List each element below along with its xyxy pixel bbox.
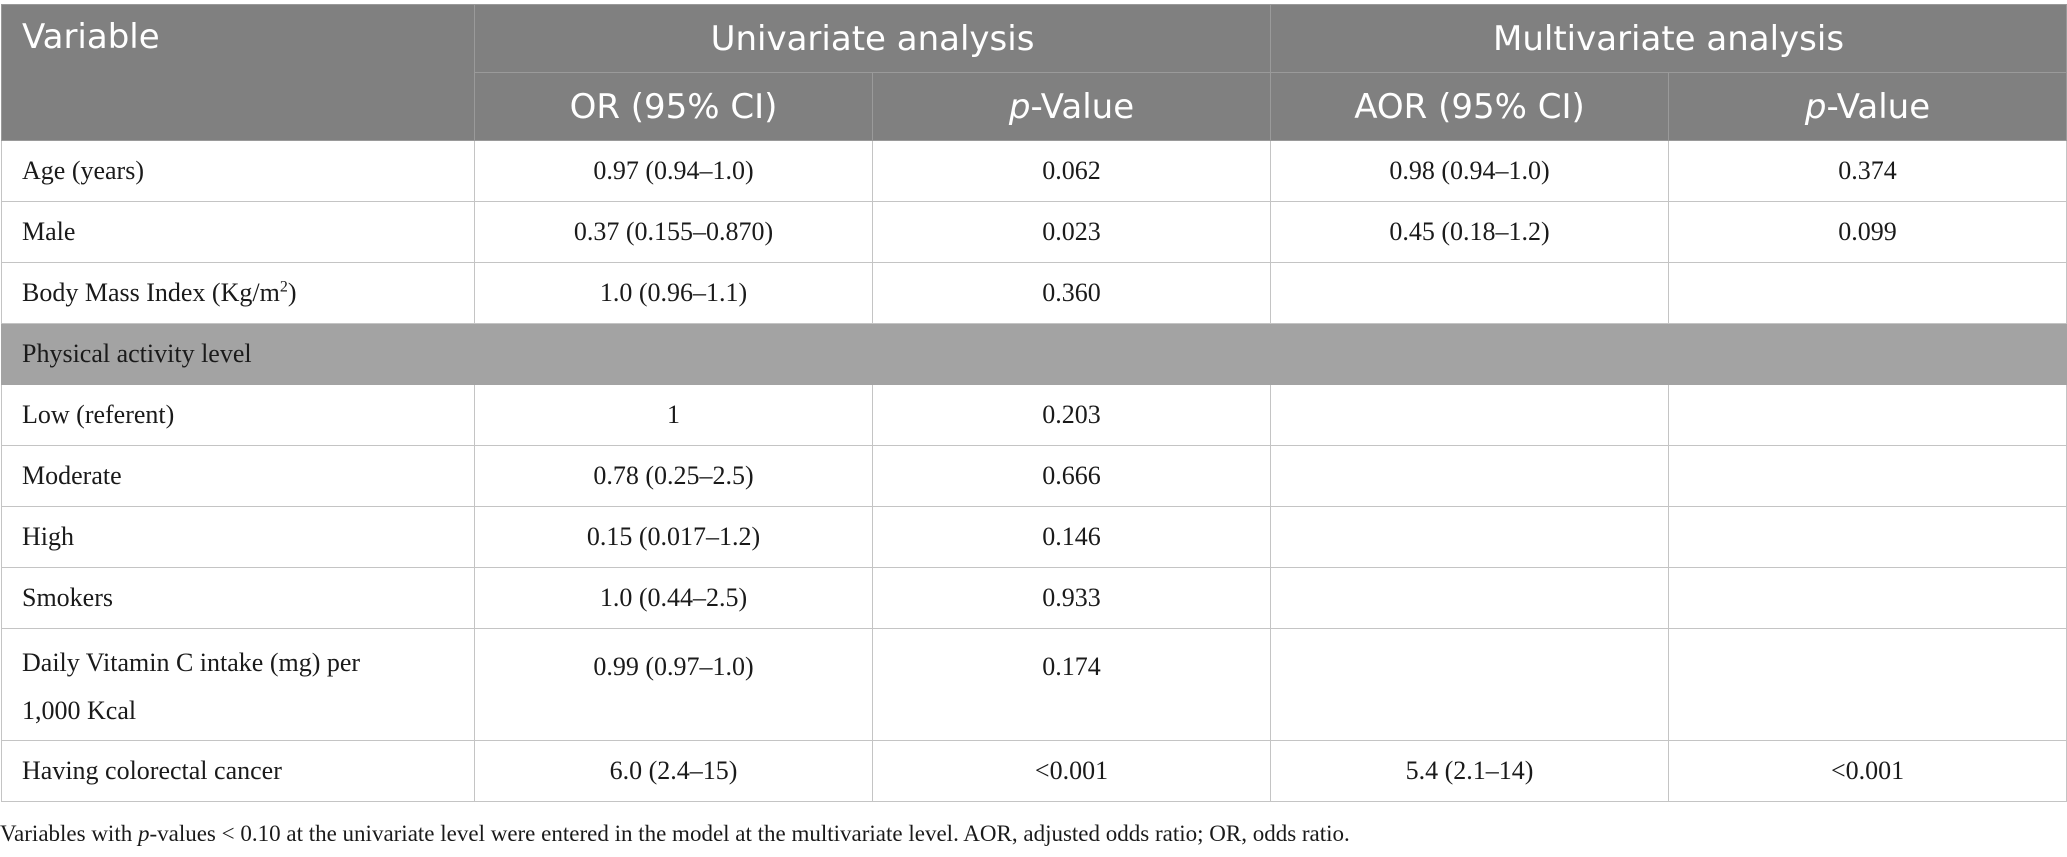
cell-or: 1.0 (0.44–2.5) <box>474 567 873 629</box>
cell-p: 0.203 <box>871 384 1272 446</box>
row-label: Daily Vitamin C intake (mg) per 1,000 Kca… <box>1 628 475 741</box>
cell-aor <box>1270 567 1670 629</box>
header-variable: Variable <box>1 4 475 141</box>
table-row: Daily Vitamin C intake (mg) per 1,000 Kca… <box>1 628 2067 741</box>
cell-or: 0.15 (0.017–1.2) <box>474 506 873 568</box>
table-row: Male 0.37 (0.155–0.870) 0.023 0.45 (0.18… <box>1 201 2067 263</box>
cell-or: 6.0 (2.4–15) <box>474 740 873 802</box>
table-row: Low (referent) 1 0.203 <box>1 384 2067 446</box>
label-line-1: Daily Vitamin C intake (mg) per <box>22 648 361 677</box>
label-text: Body Mass Index (Kg/m <box>22 278 280 307</box>
header-p-suffix-multi: -Value <box>1826 86 1931 127</box>
footnote-p-italic: p <box>137 821 150 846</box>
table-footnote: Variables with p-values < 0.10 at the un… <box>0 821 1350 847</box>
cell-p2: <0.001 <box>1668 740 2067 802</box>
cell-or: 1.0 (0.96–1.1) <box>474 262 873 324</box>
footnote-pre: Variables with <box>0 821 138 846</box>
label-superscript: 2 <box>279 278 288 296</box>
cell-aor <box>1270 262 1670 324</box>
cell-aor <box>1270 506 1670 568</box>
row-label: Age (years) <box>1 140 475 202</box>
cell-p2 <box>1668 445 2067 507</box>
table-row: Smokers 1.0 (0.44–2.5) 0.933 <box>1 567 2067 629</box>
cell-p2 <box>1668 262 2067 324</box>
row-label: Having colorectal cancer <box>1 740 475 802</box>
cell-p: 0.146 <box>871 506 1272 568</box>
cell-aor: 5.4 (2.1–14) <box>1270 740 1670 802</box>
header-multivariate: Multivariate analysis <box>1270 4 2067 73</box>
cell-or: 0.37 (0.155–0.870) <box>474 201 873 263</box>
section-row: Physical activity level <box>0 323 2067 385</box>
header-or-ci: OR (95% CI) <box>474 72 873 141</box>
row-label: Low (referent) <box>1 384 475 446</box>
cell-p: 0.933 <box>871 567 1272 629</box>
cell-aor: 0.45 (0.18–1.2) <box>1270 201 1670 263</box>
cell-p: 0.666 <box>871 445 1272 507</box>
table-row: Body Mass Index (Kg/m2) 1.0 (0.96–1.1) 0… <box>1 262 2067 324</box>
header-p-suffix: -Value <box>1030 86 1135 127</box>
cell-aor: 0.98 (0.94–1.0) <box>1270 140 1670 202</box>
results-table: Variable Univariate analysis Multivariat… <box>0 4 2067 802</box>
header-p-italic: p <box>1008 86 1031 127</box>
table-row: Having colorectal cancer 6.0 (2.4–15) <0… <box>1 740 2067 802</box>
cell-or: 0.99 (0.97–1.0) <box>474 628 873 741</box>
header-p-value: p-Value <box>871 72 1272 141</box>
cell-p: 0.062 <box>871 140 1272 202</box>
cell-p2 <box>1668 567 2067 629</box>
cell-p: 0.360 <box>871 262 1272 324</box>
header-aor-ci: AOR (95% CI) <box>1270 72 1670 141</box>
cell-aor <box>1270 628 1670 741</box>
label-line-2: 1,000 Kcal <box>22 696 137 725</box>
row-label: Body Mass Index (Kg/m2) <box>1 262 475 324</box>
row-label: Male <box>1 201 475 263</box>
cell-aor <box>1270 445 1670 507</box>
table-row: Age (years) 0.97 (0.94–1.0) 0.062 0.98 (… <box>1 140 2067 202</box>
row-label: High <box>1 506 475 568</box>
header-univariate: Univariate analysis <box>473 4 1272 73</box>
cell-p2 <box>1668 506 2067 568</box>
label-text-end: ) <box>287 278 297 307</box>
row-label: Moderate <box>1 445 475 507</box>
section-label: Physical activity level <box>0 323 2067 385</box>
cell-p2: 0.374 <box>1668 140 2067 202</box>
header-p-value-multi: p-Value <box>1668 72 2067 141</box>
cell-aor <box>1270 384 1670 446</box>
cell-p: 0.023 <box>871 201 1272 263</box>
table-row: Moderate 0.78 (0.25–2.5) 0.666 <box>1 445 2067 507</box>
row-label: Smokers <box>1 567 475 629</box>
cell-p2: 0.099 <box>1668 201 2067 263</box>
cell-p2 <box>1668 384 2067 446</box>
cell-or: 0.78 (0.25–2.5) <box>474 445 873 507</box>
cell-p: <0.001 <box>871 740 1272 802</box>
cell-or: 1 <box>474 384 873 446</box>
cell-p2 <box>1668 628 2067 741</box>
footnote-post: -values < 0.10 at the univariate level w… <box>149 821 1350 846</box>
cell-or: 0.97 (0.94–1.0) <box>474 140 873 202</box>
table-row: High 0.15 (0.017–1.2) 0.146 <box>1 506 2067 568</box>
header-p-italic-multi: p <box>1804 86 1827 127</box>
cell-p: 0.174 <box>871 628 1272 741</box>
